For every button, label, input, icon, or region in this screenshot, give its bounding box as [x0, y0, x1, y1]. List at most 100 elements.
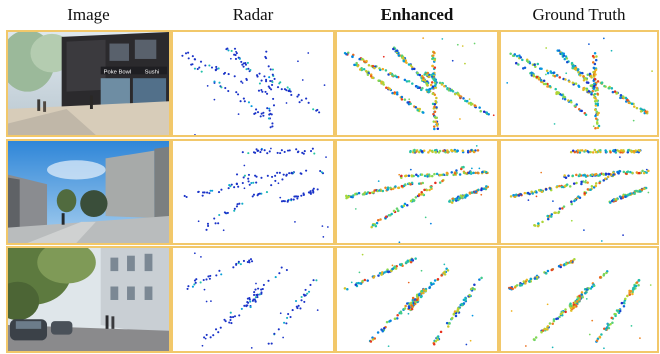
point	[261, 287, 264, 291]
point	[292, 198, 295, 201]
point	[637, 279, 640, 282]
point	[279, 312, 282, 315]
point	[639, 337, 641, 339]
point	[614, 314, 617, 318]
point	[238, 57, 241, 60]
point-cloud-row3-enhanced	[343, 253, 483, 348]
point	[574, 303, 578, 307]
point	[635, 281, 639, 284]
point	[239, 263, 242, 266]
point	[596, 88, 599, 92]
point	[277, 182, 280, 185]
point	[280, 200, 284, 203]
point	[432, 120, 436, 123]
point-cloud-row2-gt	[509, 148, 650, 242]
point	[564, 310, 567, 314]
point	[379, 218, 382, 221]
point	[283, 321, 286, 324]
point	[575, 103, 578, 106]
point	[645, 168, 648, 171]
point	[598, 276, 602, 279]
point	[594, 102, 598, 106]
point	[637, 284, 640, 287]
point	[276, 86, 280, 89]
point	[433, 102, 437, 106]
point	[586, 181, 589, 184]
point	[258, 192, 261, 195]
point	[395, 91, 399, 94]
point	[595, 110, 598, 113]
point	[259, 115, 262, 118]
point	[450, 171, 453, 174]
point	[637, 171, 641, 175]
point	[536, 62, 540, 66]
point	[300, 99, 303, 102]
point	[430, 174, 434, 178]
point	[540, 330, 543, 334]
point	[610, 49, 613, 52]
point	[274, 179, 277, 182]
point	[540, 67, 543, 71]
point	[584, 175, 588, 178]
point	[480, 187, 484, 190]
point	[591, 54, 595, 58]
point	[352, 194, 355, 197]
point	[546, 85, 549, 88]
point	[358, 271, 361, 274]
point	[632, 150, 636, 153]
point	[187, 57, 190, 60]
point	[235, 205, 238, 208]
point	[260, 79, 263, 82]
point	[294, 195, 297, 198]
point	[575, 173, 578, 177]
point	[435, 96, 438, 100]
point	[345, 52, 348, 56]
point	[423, 174, 427, 178]
point	[281, 178, 284, 181]
point	[630, 150, 633, 154]
point	[396, 93, 399, 96]
point	[262, 283, 265, 287]
point	[467, 102, 471, 105]
point	[247, 152, 250, 155]
point	[445, 321, 449, 325]
point	[434, 99, 437, 103]
point	[596, 104, 600, 107]
point	[550, 71, 553, 75]
point	[523, 191, 527, 195]
point	[632, 119, 635, 122]
point	[647, 191, 650, 194]
point	[206, 85, 209, 87]
point	[288, 172, 291, 175]
point	[581, 174, 585, 177]
point	[544, 188, 548, 191]
point	[286, 149, 290, 152]
point	[208, 64, 211, 67]
point	[589, 174, 592, 177]
point	[576, 68, 580, 71]
point	[265, 92, 269, 95]
point	[470, 191, 474, 194]
point	[627, 101, 631, 105]
point	[545, 69, 549, 73]
point	[240, 60, 243, 63]
point	[645, 171, 648, 174]
point	[305, 97, 308, 100]
point	[443, 270, 446, 274]
point	[367, 64, 371, 67]
point	[296, 195, 300, 198]
point	[313, 152, 316, 155]
point	[428, 286, 431, 290]
point	[590, 184, 594, 188]
point	[431, 56, 435, 60]
point	[298, 101, 301, 104]
point	[597, 124, 601, 128]
point	[580, 180, 583, 184]
point	[351, 55, 354, 58]
point	[384, 215, 388, 218]
point	[456, 43, 459, 46]
point	[569, 150, 573, 154]
point	[558, 315, 561, 319]
point	[623, 302, 626, 305]
point	[451, 59, 454, 62]
